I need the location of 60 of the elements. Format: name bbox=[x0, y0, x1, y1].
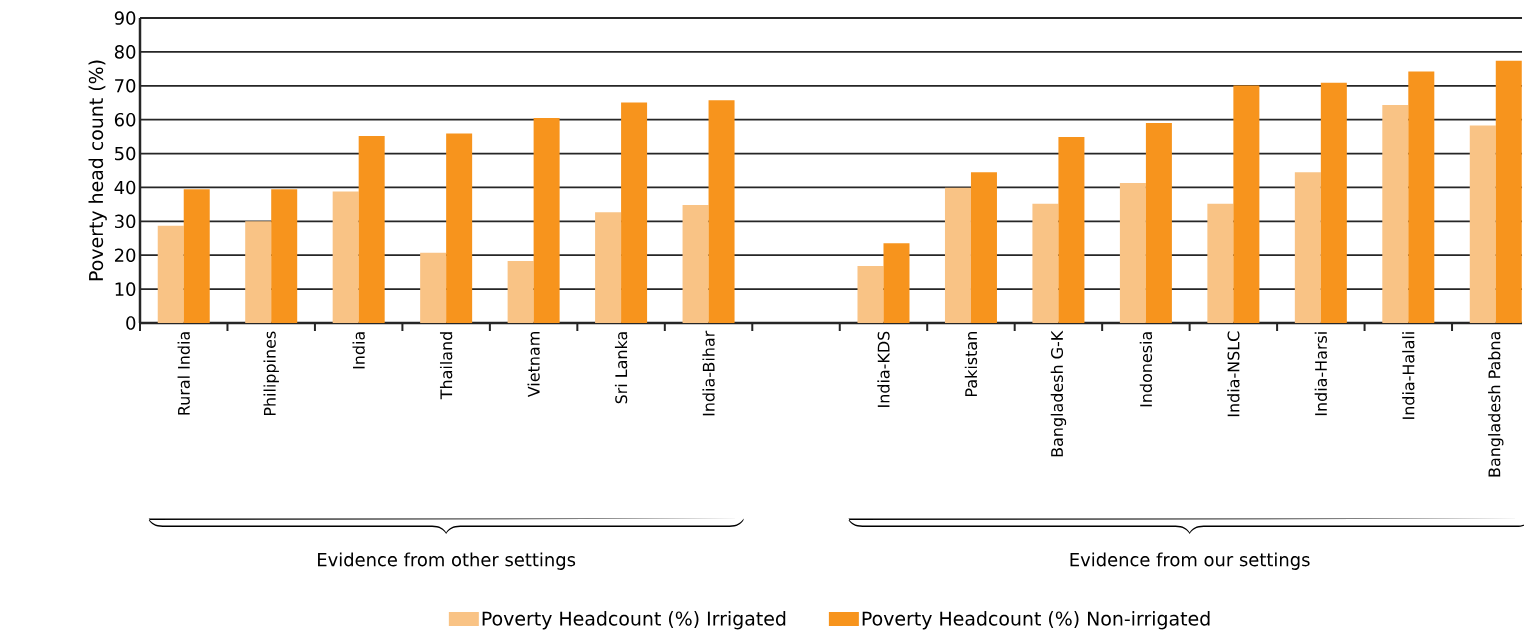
y-tick-label: 20 bbox=[114, 248, 136, 262]
bar bbox=[621, 102, 648, 323]
x-tick-label: Vietnam bbox=[527, 332, 540, 398]
x-tick-label: India-NSLC bbox=[1227, 331, 1240, 417]
bar bbox=[883, 243, 910, 323]
y-tick-label: 30 bbox=[115, 214, 136, 229]
x-tick-label: India-Bihar bbox=[702, 330, 715, 416]
bar bbox=[446, 133, 473, 323]
x-tick-label: Pakistan bbox=[964, 332, 978, 396]
text: Evidence from other settings bbox=[318, 552, 576, 570]
x-tick-label: India bbox=[352, 332, 365, 369]
bar bbox=[944, 187, 971, 323]
bar bbox=[1408, 71, 1435, 323]
bar bbox=[1032, 203, 1059, 323]
legend-label: Poverty Headcount (%) Non-irrigated bbox=[862, 611, 1210, 630]
bar bbox=[507, 260, 534, 323]
y-tick-label: 50 bbox=[115, 146, 136, 161]
bar bbox=[1382, 105, 1409, 323]
y-tick-label: 40 bbox=[114, 180, 136, 195]
x-tick-label: Indonesia bbox=[1139, 332, 1153, 407]
bar bbox=[708, 100, 735, 323]
bar bbox=[183, 189, 210, 323]
bar bbox=[1233, 85, 1260, 323]
bar bbox=[1207, 203, 1234, 323]
bar bbox=[332, 191, 359, 323]
bar bbox=[595, 212, 622, 323]
bar bbox=[857, 266, 884, 323]
y-axis-title: Poverty head count (%) bbox=[88, 60, 107, 281]
x-tick-label: Rural India bbox=[177, 332, 190, 415]
y-tick-label: 80 bbox=[114, 45, 136, 59]
bar bbox=[245, 221, 272, 323]
bar bbox=[1058, 136, 1085, 323]
bar bbox=[420, 252, 447, 323]
x-tick-label: Philippines bbox=[263, 331, 279, 416]
y-tick-label: 70 bbox=[115, 79, 136, 93]
bar bbox=[970, 172, 997, 323]
bar bbox=[533, 117, 560, 323]
y-tick-label: 60 bbox=[114, 112, 136, 127]
text: Evidence from our settings bbox=[1070, 552, 1310, 570]
x-tick-label: India-Harsi bbox=[1314, 332, 1327, 416]
bar bbox=[1145, 123, 1172, 323]
x-tick-label: Bangladesh G-K bbox=[1050, 330, 1067, 457]
bar bbox=[1294, 172, 1321, 323]
bar bbox=[682, 205, 709, 323]
x-tick-label: India-KDS bbox=[877, 331, 890, 407]
bar bbox=[1469, 125, 1496, 323]
x-tick-label: India-Halali bbox=[1402, 332, 1415, 419]
x-tick-label: Sri Lanka bbox=[614, 332, 628, 404]
bar bbox=[358, 135, 385, 323]
legend-label: Poverty Headcount (%) Irrigated bbox=[482, 611, 786, 630]
y-tick-label: 0 bbox=[126, 316, 136, 330]
y-tick-label: 10 bbox=[115, 282, 136, 296]
y-tick-label: 90 bbox=[114, 11, 136, 25]
bar bbox=[1320, 82, 1347, 323]
bar bbox=[1495, 60, 1522, 323]
bar bbox=[1119, 183, 1146, 323]
x-tick-label: Bangladesh Pabna bbox=[1488, 332, 1504, 477]
bar bbox=[271, 189, 298, 323]
x-tick-label: Thailand bbox=[439, 332, 453, 400]
bar bbox=[157, 225, 184, 323]
